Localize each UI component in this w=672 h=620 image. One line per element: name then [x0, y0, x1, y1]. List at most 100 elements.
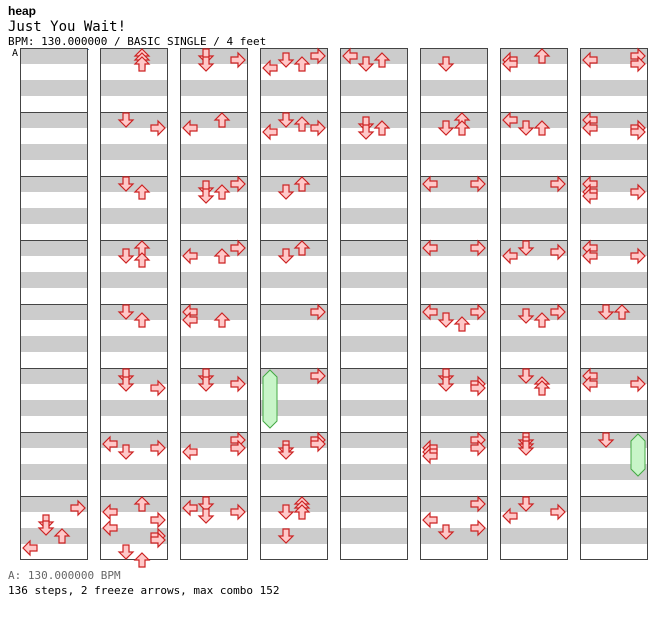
right-arrow-icon: [310, 47, 326, 65]
beat-stripe: [260, 272, 328, 288]
right-arrow-icon: [150, 379, 166, 397]
down-arrow-icon: [597, 304, 615, 320]
beat-stripe: [580, 144, 648, 160]
right-arrow-icon: [230, 375, 246, 393]
right-arrow-icon: [150, 439, 166, 457]
right-arrow-icon: [630, 183, 646, 201]
up-arrow-icon: [293, 176, 311, 192]
chart-column-3: [180, 48, 248, 560]
chart-column-4: [260, 48, 328, 560]
chart-column-1: [20, 48, 88, 560]
beat-stripe: [420, 496, 488, 512]
beat-stripe: [580, 176, 648, 192]
down-arrow-icon: [277, 504, 295, 520]
beat-stripe: [340, 176, 408, 192]
beat-stripe: [260, 48, 328, 64]
beat-stripe: [100, 112, 168, 128]
down-arrow-icon: [277, 184, 295, 200]
beat-stripe: [20, 176, 88, 192]
right-arrow-icon: [550, 243, 566, 261]
left-arrow-icon: [582, 51, 598, 69]
beat-stripe: [260, 464, 328, 480]
down-arrow-icon: [117, 176, 135, 192]
beat-stripe: [260, 112, 328, 128]
beat-stripe: [420, 208, 488, 224]
beat-stripe: [500, 496, 568, 512]
chart-column-2: [100, 48, 168, 560]
beat-stripe: [420, 240, 488, 256]
left-arrow-icon: [182, 247, 198, 265]
left-arrow-icon: [502, 247, 518, 265]
beat-stripe: [580, 336, 648, 352]
left-arrow-icon: [502, 111, 518, 129]
beat-stripe: [20, 208, 88, 224]
left-arrow-icon: [582, 375, 598, 393]
beat-stripe: [180, 432, 248, 448]
left-arrow-icon: [182, 443, 198, 461]
up-arrow-icon: [213, 248, 231, 264]
up-arrow-icon: [533, 48, 551, 64]
left-arrow-icon: [22, 539, 38, 557]
left-arrow-icon: [502, 507, 518, 525]
up-arrow-icon: [613, 304, 631, 320]
beat-stripe: [500, 336, 568, 352]
up-arrow-icon: [533, 380, 551, 396]
beat-stripe: [500, 272, 568, 288]
up-arrow-icon: [453, 120, 471, 136]
beat-stripe: [260, 176, 328, 192]
beat-stripe: [340, 144, 408, 160]
bpm-marker-label: A: [12, 48, 19, 59]
up-arrow-icon: [293, 116, 311, 132]
beat-stripe: [260, 144, 328, 160]
beat-stripe: [20, 528, 88, 544]
right-arrow-icon: [230, 51, 246, 69]
down-arrow-icon: [37, 520, 55, 536]
beat-stripe: [260, 240, 328, 256]
beat-stripe: [420, 80, 488, 96]
chart-stats: 136 steps, 2 freeze arrows, max combo 15…: [8, 584, 280, 597]
beat-stripe: [340, 400, 408, 416]
right-arrow-icon: [70, 499, 86, 517]
beat-stripe: [100, 80, 168, 96]
right-arrow-icon: [310, 435, 326, 453]
down-arrow-icon: [197, 56, 215, 72]
beat-stripe: [260, 496, 328, 512]
beat-stripe: [340, 336, 408, 352]
up-arrow-icon: [213, 184, 231, 200]
up-arrow-icon: [453, 316, 471, 332]
beat-stripe: [180, 272, 248, 288]
beat-stripe: [100, 176, 168, 192]
right-arrow-icon: [310, 119, 326, 137]
beat-stripe: [340, 240, 408, 256]
beat-stripe: [340, 496, 408, 512]
left-arrow-icon: [102, 503, 118, 521]
beat-stripe: [500, 400, 568, 416]
down-arrow-icon: [277, 112, 295, 128]
up-arrow-icon: [373, 120, 391, 136]
left-arrow-icon: [582, 187, 598, 205]
beat-stripe: [580, 304, 648, 320]
left-arrow-icon: [422, 511, 438, 529]
chart-column-8: [580, 48, 648, 560]
beat-stripe: [260, 208, 328, 224]
chart-column-6: [420, 48, 488, 560]
beat-stripe: [180, 400, 248, 416]
beat-stripe: [180, 240, 248, 256]
down-arrow-icon: [517, 120, 535, 136]
beat-stripe: [20, 464, 88, 480]
right-arrow-icon: [470, 439, 486, 457]
beat-stripe: [100, 464, 168, 480]
beat-stripe: [420, 432, 488, 448]
beat-stripe: [100, 144, 168, 160]
left-arrow-icon: [102, 519, 118, 537]
down-arrow-icon: [517, 240, 535, 256]
song-title: Just You Wait!: [8, 19, 127, 35]
beat-stripe: [580, 240, 648, 256]
down-arrow-icon: [437, 312, 455, 328]
beat-stripe: [580, 272, 648, 288]
beat-stripe: [500, 432, 568, 448]
beat-stripe: [420, 304, 488, 320]
right-arrow-icon: [470, 495, 486, 513]
beat-stripe: [580, 496, 648, 512]
beat-stripe: [20, 400, 88, 416]
